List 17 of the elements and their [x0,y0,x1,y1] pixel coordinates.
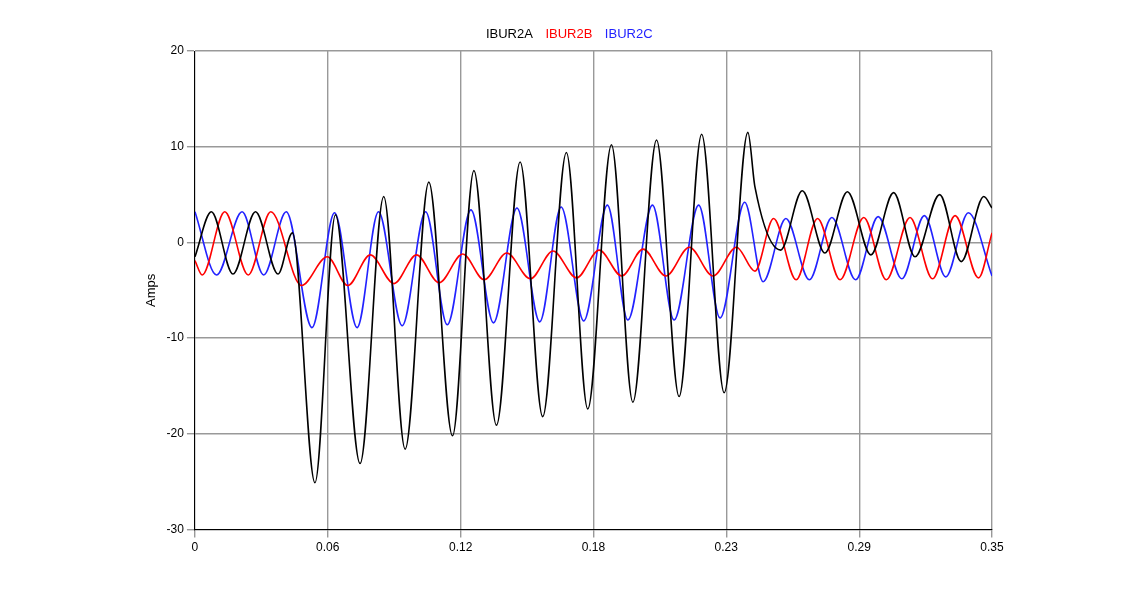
y-tick-label: 20 [170,43,185,58]
y-tick-label: 0 [177,234,185,249]
x-tick-label: 0 [191,540,199,555]
x-tick-label: 0.06 [316,540,340,555]
y-tick-label: -10 [166,330,185,345]
text: IBUR2C [604,26,653,42]
y-axis-title: Amps [143,273,159,307]
text: IBUR2B [545,26,593,42]
text: IBUR2A [485,26,534,42]
y-tick-label: 10 [170,139,185,154]
x-tick-label: 0.12 [449,540,473,555]
y-tick-label: -30 [166,521,185,536]
x-tick-label: 0.29 [847,540,872,555]
x-tick-label: 0.35 [980,540,1004,555]
y-tick-label: -20 [166,426,185,441]
x-tick-label: 0.18 [581,540,606,555]
x-tick-label: 0.23 [714,540,739,555]
